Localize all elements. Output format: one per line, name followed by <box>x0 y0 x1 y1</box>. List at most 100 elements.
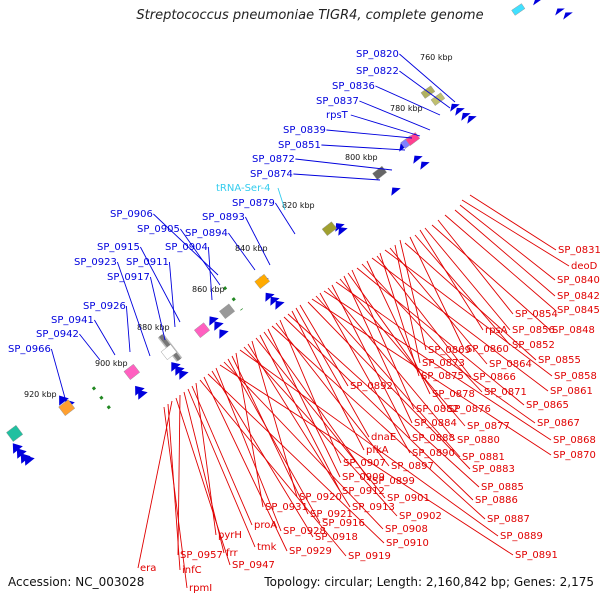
forward-gene-label: SP_0890 <box>412 448 455 459</box>
inner-tick-dot-ring <box>222 286 243 311</box>
forward-gene-label: SP_0887 <box>487 514 530 525</box>
forward-gene-leader-line <box>295 307 370 438</box>
forward-gene-leader-line <box>343 275 413 424</box>
forward-gene-label: SP_0884 <box>414 418 457 429</box>
forward-gene-leader-line <box>251 340 298 498</box>
forward-gene-leader-line <box>219 364 514 556</box>
forward-gene-label: SP_0883 <box>472 464 515 475</box>
forward-gene-label: SP_0876 <box>448 404 491 415</box>
tick-dot-ring <box>91 386 115 414</box>
forward-gene-leader-line <box>199 379 347 557</box>
forward-gene-label: rpmI <box>189 583 212 594</box>
reverse-gene-leader-line <box>350 114 421 137</box>
forward-gene-leader-line <box>239 349 499 537</box>
forward-gene-label: SP_0866 <box>473 372 516 383</box>
forward-gene-leader-line <box>211 370 314 538</box>
forward-gene-label: SP_0957 <box>180 550 223 561</box>
forward-gene-label: SP_0864 <box>489 359 532 370</box>
forward-gene-leader-line <box>339 278 466 427</box>
reverse-gene-label: SP_0874 <box>250 169 293 180</box>
scale-tick-label: 780 kbp <box>390 104 423 113</box>
forward-gene-leader-line <box>424 227 511 331</box>
reverse-cds-arrow <box>467 115 477 124</box>
reverse-gene-label: SP_0820 <box>356 49 399 60</box>
outer-feature-block <box>405 132 421 146</box>
scale-tick-label: 880 kbp <box>137 323 170 332</box>
forward-gene-leader-line <box>323 290 552 441</box>
forward-gene-label: era <box>140 563 156 574</box>
map-title: Streptococcus pneumoniae TIGR4, complete… <box>136 8 484 23</box>
outer-feature-block <box>193 322 211 339</box>
reverse-cds-arrow <box>391 187 401 196</box>
reverse-cds-arrow <box>413 155 423 164</box>
reverse-gene-label: SP_0836 <box>332 81 375 92</box>
reverse-gene-label: SP_0879 <box>232 198 275 209</box>
forward-gene-leader-line <box>311 298 552 456</box>
forward-gene-leader-line <box>291 310 365 451</box>
scale-tick-label: 820 kbp <box>282 201 315 210</box>
forward-gene-leader-line <box>335 281 536 424</box>
forward-gene-label: SP_0885 <box>481 482 524 493</box>
forward-gene-leader-line <box>187 388 256 548</box>
forward-gene-leader-line <box>394 244 421 364</box>
reverse-gene-label: SP_0926 <box>83 301 126 312</box>
reverse-gene-label: SP_0905 <box>137 224 180 235</box>
forward-gene-label: SP_0855 <box>538 355 581 366</box>
forward-gene-label: SP_0899 <box>372 476 415 487</box>
reverse-cds-arrow <box>16 448 27 459</box>
reverse-gene-label: SP_0839 <box>283 125 326 136</box>
forward-gene-leader-line <box>431 224 551 331</box>
reverse-cds-arrow <box>24 455 35 466</box>
forward-gene-label: tmk <box>257 542 277 553</box>
reverse-gene-label: SP_0837 <box>316 96 359 107</box>
forward-gene-label: SP_0916 <box>322 518 365 529</box>
forward-gene-label: SP_0889 <box>500 531 543 542</box>
reverse-gene-label: SP_0851 <box>278 140 321 151</box>
forward-gene-leader-line <box>271 325 486 520</box>
forward-gene-leader-line <box>444 214 556 311</box>
reverse-gene-label: SP_0917 <box>107 272 150 283</box>
reverse-cds-arrow <box>265 292 275 302</box>
forward-gene-leader-line <box>319 292 411 454</box>
outer-feature-block <box>321 221 338 237</box>
forward-gene-label: SP_0909 <box>342 472 385 483</box>
reverse-gene-label: SP_0904 <box>165 242 208 253</box>
forward-gene-leader-line <box>379 252 420 377</box>
reverse-gene-label: SP_0894 <box>185 228 228 239</box>
reverse-gene-leader-line <box>168 261 176 328</box>
reverse-gene-leader-line <box>359 100 431 131</box>
reverse-gene-leader-line <box>228 232 256 271</box>
forward-gene-leader-line <box>389 247 488 365</box>
forward-gene-leader-line <box>247 343 351 508</box>
reverse-gene-label: rpsT <box>326 110 349 121</box>
forward-gene-label: SP_0852 <box>512 340 555 351</box>
forward-gene-label: SP_0921 <box>310 509 353 520</box>
forward-gene-label: SP_0848 <box>552 325 595 336</box>
forward-gene-label: rpsA <box>485 325 508 336</box>
forward-gene-label: SP_0875 <box>421 371 464 382</box>
scale-tick-label: 860 kbp <box>192 285 225 294</box>
forward-gene-leader-line <box>437 219 514 315</box>
forward-gene-label: SP_0897 <box>391 461 434 472</box>
forward-gene-leader-line <box>259 334 341 492</box>
reverse-gene-leader-line <box>79 333 101 361</box>
reverse-gene-label: SP_0872 <box>252 154 295 165</box>
forward-gene-label: SP_0891 <box>515 550 558 561</box>
forward-gene-leader-line <box>207 373 385 544</box>
reverse-gene-leader-line <box>293 173 381 181</box>
forward-gene-leader-line <box>331 284 411 439</box>
forward-gene-leader-line <box>175 397 231 566</box>
forward-gene-label: SP_0831 <box>558 245 600 256</box>
forward-gene-label: SP_0886 <box>475 495 518 506</box>
forward-gene-label: SP_0902 <box>399 511 442 522</box>
forward-gene-leader-line <box>399 239 427 351</box>
forward-gene-label: SP_0892 <box>350 381 393 392</box>
forward-gene-leader-line <box>231 355 309 515</box>
scale-tick-label: 900 kbp <box>95 359 128 368</box>
forward-gene-leader-line <box>177 394 181 556</box>
forward-gene-label: SP_0865 <box>526 400 569 411</box>
forward-gene-label: SP_0877 <box>467 421 510 432</box>
forward-gene-leader-line <box>287 313 480 488</box>
